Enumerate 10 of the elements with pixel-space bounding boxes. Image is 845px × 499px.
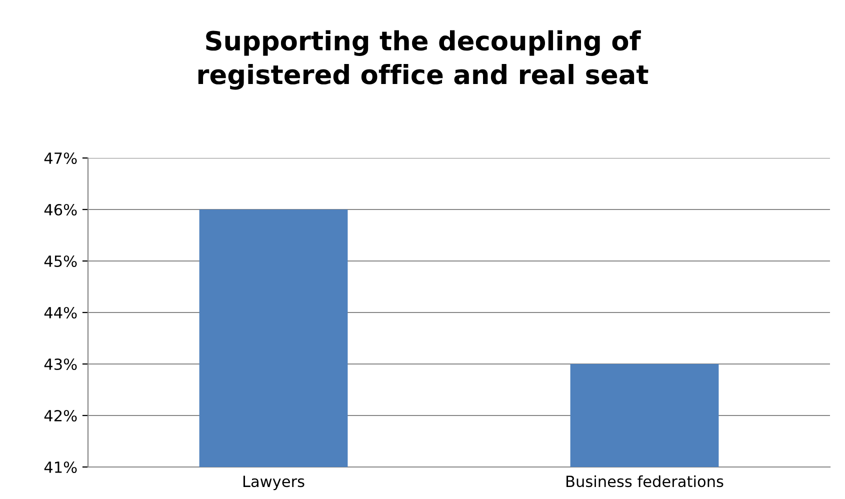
y-tick-label: 43% <box>44 358 77 370</box>
chart-title: Supporting the decoupling of registered office and real seat <box>198 30 648 90</box>
y-tick-label: 44% <box>44 306 77 319</box>
x-tick-label: Lawyers <box>243 476 304 490</box>
y-tick-label: 42% <box>44 410 77 422</box>
y-tick-label: 41% <box>44 461 77 474</box>
y-tick-label: 45% <box>44 255 77 268</box>
y-tick-label: 47% <box>44 152 77 164</box>
y-tick-label: 46% <box>44 204 77 216</box>
x-tick-label: Business federations <box>566 475 724 488</box>
